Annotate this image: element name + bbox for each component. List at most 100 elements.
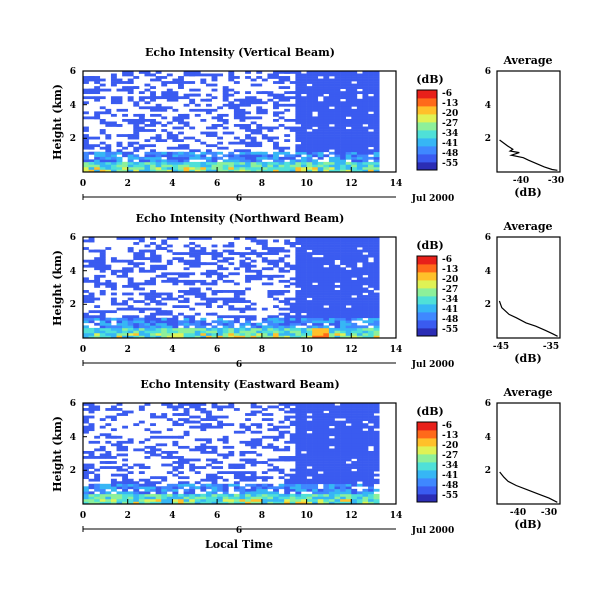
heatmap-cell	[200, 403, 207, 406]
heatmap-cell	[289, 493, 296, 497]
heatmap-cell	[295, 83, 302, 87]
heatmap-cell	[295, 488, 302, 492]
heatmap-cell	[110, 335, 117, 339]
heatmap-cell	[127, 466, 134, 469]
heatmap-cell	[328, 461, 335, 464]
heatmap-cell	[317, 415, 324, 419]
heatmap-cell	[94, 166, 101, 170]
heatmap-cell	[211, 425, 218, 429]
heatmap-cell	[295, 164, 302, 168]
heatmap-cell	[267, 498, 274, 502]
heatmap-cell	[284, 108, 291, 112]
heatmap-cell	[317, 274, 324, 278]
heatmap-cell	[99, 249, 106, 253]
heatmap-cell	[194, 420, 201, 424]
heatmap-cell	[323, 496, 330, 500]
heatmap-cell	[222, 423, 235, 427]
heatmap-cell	[340, 300, 346, 303]
heatmap-cell	[362, 463, 369, 467]
heatmap-cell	[351, 154, 358, 158]
heatmap-cell	[323, 488, 330, 492]
heatmap-cell	[306, 471, 313, 474]
heatmap-cell	[183, 305, 190, 308]
heatmap-cell	[306, 106, 313, 110]
heatmap-cell	[317, 237, 324, 240]
heatmap-cell	[340, 425, 346, 429]
heatmap-cell	[233, 481, 240, 485]
heatmap-cell	[312, 91, 319, 95]
heatmap-cell	[295, 300, 302, 303]
heatmap-cell	[362, 330, 369, 334]
heatmap-cell	[306, 242, 313, 245]
heatmap-cell	[323, 478, 330, 482]
heatmap-cell	[127, 134, 140, 137]
heatmap-cell	[99, 169, 106, 173]
heatmap-cell	[211, 483, 224, 487]
heatmap-cell	[362, 161, 369, 165]
colorbar-band	[417, 138, 437, 147]
heatmap-cell	[328, 501, 335, 505]
heatmap-cell	[345, 88, 352, 92]
heatmap-cell	[83, 111, 89, 115]
heatmap-cell	[150, 161, 156, 165]
heatmap-cell	[239, 498, 246, 502]
heatmap-cell	[133, 86, 140, 89]
heatmap-cell	[172, 322, 179, 326]
heatmap-cell	[362, 305, 369, 308]
heatmap-cell	[351, 403, 358, 406]
heatmap-cell	[138, 282, 145, 286]
heatmap-cell	[228, 403, 235, 406]
y-tick-label: 2	[70, 134, 76, 144]
heatmap-cell	[150, 307, 162, 311]
heatmap-cell	[345, 440, 352, 444]
heatmap-cell	[334, 242, 341, 245]
heatmap-cell	[356, 154, 363, 158]
heatmap-cell	[323, 292, 330, 296]
heatmap-cell	[328, 146, 335, 150]
average-profile-line	[499, 139, 558, 171]
heatmap-cell	[328, 335, 335, 339]
heatmap-cell	[317, 473, 324, 477]
heatmap-cell	[373, 327, 380, 331]
heatmap-cell	[345, 264, 352, 268]
heatmap-cell	[300, 101, 307, 105]
heatmap-cell	[83, 420, 89, 424]
heatmap-cell	[83, 330, 89, 334]
heatmap-cell	[155, 264, 168, 268]
heatmap-cell	[200, 272, 207, 276]
heatmap-cell	[133, 423, 140, 427]
heatmap-cell	[267, 169, 274, 173]
colorbar-band	[417, 288, 437, 297]
heatmap-cell	[233, 91, 240, 95]
heatmap-cell	[334, 425, 341, 429]
heatmap-cell	[94, 257, 106, 261]
heatmap-cell	[340, 445, 346, 449]
heatmap-cell	[334, 471, 341, 474]
heatmap-cell	[239, 501, 246, 505]
heatmap-cell	[328, 257, 335, 261]
heatmap-cell	[306, 259, 313, 263]
heatmap-cell	[362, 136, 369, 140]
heatmap-cell	[368, 237, 374, 240]
heatmap-cell	[200, 249, 207, 253]
heatmap-cell	[138, 106, 151, 110]
heatmap-cell	[340, 297, 346, 301]
heatmap-cell	[110, 156, 117, 160]
colorbar-tick: -13	[442, 265, 458, 275]
heatmap-cell	[306, 332, 313, 336]
heatmap-cell	[362, 458, 369, 462]
heatmap-cell	[345, 491, 352, 495]
heatmap-cell	[273, 156, 279, 160]
heatmap-cell	[368, 428, 374, 432]
heatmap-cell	[312, 305, 319, 308]
heatmap-cell	[183, 410, 190, 414]
heatmap-cell	[373, 408, 380, 411]
heatmap-cell	[83, 154, 89, 158]
heatmap-cell	[233, 113, 240, 117]
heatmap-cell	[368, 269, 374, 273]
heatmap-cell	[278, 307, 285, 311]
heatmap-cell	[178, 78, 184, 82]
heatmap-cell	[138, 478, 151, 482]
heatmap-cell	[194, 408, 207, 411]
heatmap-cell	[284, 284, 291, 288]
